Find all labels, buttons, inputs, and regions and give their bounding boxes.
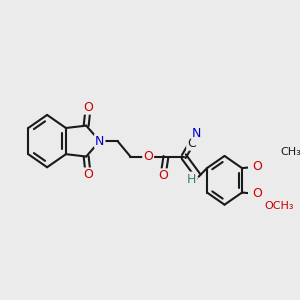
Text: H: H <box>187 172 196 186</box>
Text: N: N <box>192 128 202 140</box>
Text: O: O <box>252 160 262 173</box>
Text: O: O <box>158 169 168 182</box>
Text: O: O <box>83 101 93 114</box>
Text: C: C <box>187 136 196 150</box>
Text: CH₃: CH₃ <box>280 147 300 158</box>
Text: N: N <box>95 135 104 148</box>
Text: OCH₃: OCH₃ <box>264 202 294 212</box>
Text: O: O <box>143 150 153 163</box>
Text: O: O <box>83 169 93 182</box>
Text: O: O <box>252 188 262 200</box>
